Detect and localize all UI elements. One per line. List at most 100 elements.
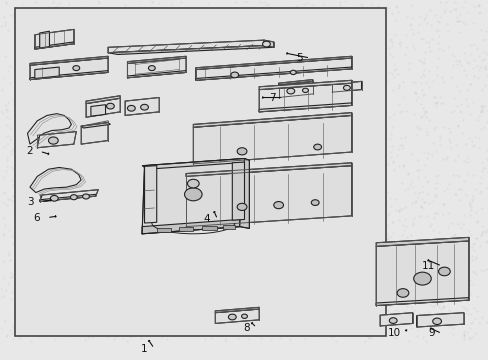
Point xyxy=(285,216,292,222)
Point xyxy=(456,63,464,68)
Point xyxy=(8,275,16,280)
Point xyxy=(275,175,283,180)
Point xyxy=(318,77,326,83)
Point xyxy=(1,106,9,112)
Point xyxy=(72,21,80,26)
Circle shape xyxy=(70,195,77,200)
Point xyxy=(200,64,208,70)
Point xyxy=(298,135,306,141)
Point xyxy=(267,243,275,249)
Point xyxy=(45,231,53,237)
Point xyxy=(322,260,329,266)
Point xyxy=(25,153,33,159)
Point xyxy=(300,38,308,44)
Point xyxy=(386,131,394,136)
Point xyxy=(145,36,153,42)
Point xyxy=(369,321,377,327)
Point xyxy=(211,197,219,203)
Point xyxy=(29,114,37,120)
Point xyxy=(422,179,429,184)
Point xyxy=(241,247,248,253)
Point xyxy=(466,232,474,238)
Point xyxy=(146,142,154,148)
Point xyxy=(411,97,419,103)
Point xyxy=(71,196,79,202)
Point xyxy=(335,266,343,272)
Point xyxy=(22,70,30,76)
Point xyxy=(300,283,307,288)
Point xyxy=(417,80,425,86)
Point xyxy=(401,108,408,113)
Point xyxy=(160,55,167,61)
Point xyxy=(26,149,34,154)
Point xyxy=(467,204,474,210)
Point xyxy=(83,20,91,26)
Point xyxy=(9,166,17,172)
Point xyxy=(145,191,153,197)
Point xyxy=(53,9,61,15)
Point xyxy=(222,338,230,344)
Point xyxy=(137,327,144,333)
Point xyxy=(322,156,330,161)
Point xyxy=(309,18,317,23)
Point xyxy=(0,87,6,93)
Point xyxy=(414,174,422,179)
Point xyxy=(199,7,206,13)
Point xyxy=(302,302,309,308)
Point xyxy=(10,210,18,215)
Point xyxy=(117,217,125,223)
Point xyxy=(266,54,274,59)
Point xyxy=(421,40,428,45)
Point xyxy=(385,195,393,201)
Point xyxy=(220,113,227,118)
Point xyxy=(274,64,282,70)
Point xyxy=(204,218,212,224)
Point xyxy=(73,196,81,202)
Point xyxy=(53,111,61,117)
Point xyxy=(451,278,459,284)
Point xyxy=(106,209,114,215)
Point xyxy=(482,239,488,244)
Point xyxy=(449,232,457,238)
Point xyxy=(455,89,463,94)
Point xyxy=(215,145,223,151)
Point xyxy=(80,196,87,202)
Point xyxy=(460,306,468,311)
Point xyxy=(296,210,304,216)
Point xyxy=(341,158,349,164)
Point xyxy=(367,227,375,233)
Point xyxy=(373,281,381,287)
Point xyxy=(2,114,10,120)
Point xyxy=(244,224,251,230)
Point xyxy=(429,95,437,100)
Point xyxy=(285,336,293,342)
Point xyxy=(335,123,343,129)
Point xyxy=(412,123,420,129)
Point xyxy=(242,217,249,222)
Point xyxy=(302,256,309,262)
Point xyxy=(245,54,253,59)
Point xyxy=(90,48,98,54)
Point xyxy=(31,61,39,67)
Point xyxy=(13,282,21,288)
Point xyxy=(15,157,23,163)
Point xyxy=(60,128,68,134)
Point xyxy=(270,222,278,228)
Point xyxy=(202,44,210,49)
Point xyxy=(28,16,36,22)
Point xyxy=(167,59,175,64)
Point xyxy=(179,231,187,237)
Point xyxy=(333,109,341,115)
Point xyxy=(455,19,463,24)
Point xyxy=(438,305,446,310)
Point xyxy=(170,70,178,76)
Point xyxy=(70,8,78,14)
Point xyxy=(71,298,79,303)
Point xyxy=(432,72,440,77)
Point xyxy=(231,320,239,326)
Point xyxy=(41,79,49,85)
Point xyxy=(417,87,425,93)
Point xyxy=(393,9,401,14)
Point xyxy=(195,284,203,290)
Point xyxy=(184,192,192,198)
